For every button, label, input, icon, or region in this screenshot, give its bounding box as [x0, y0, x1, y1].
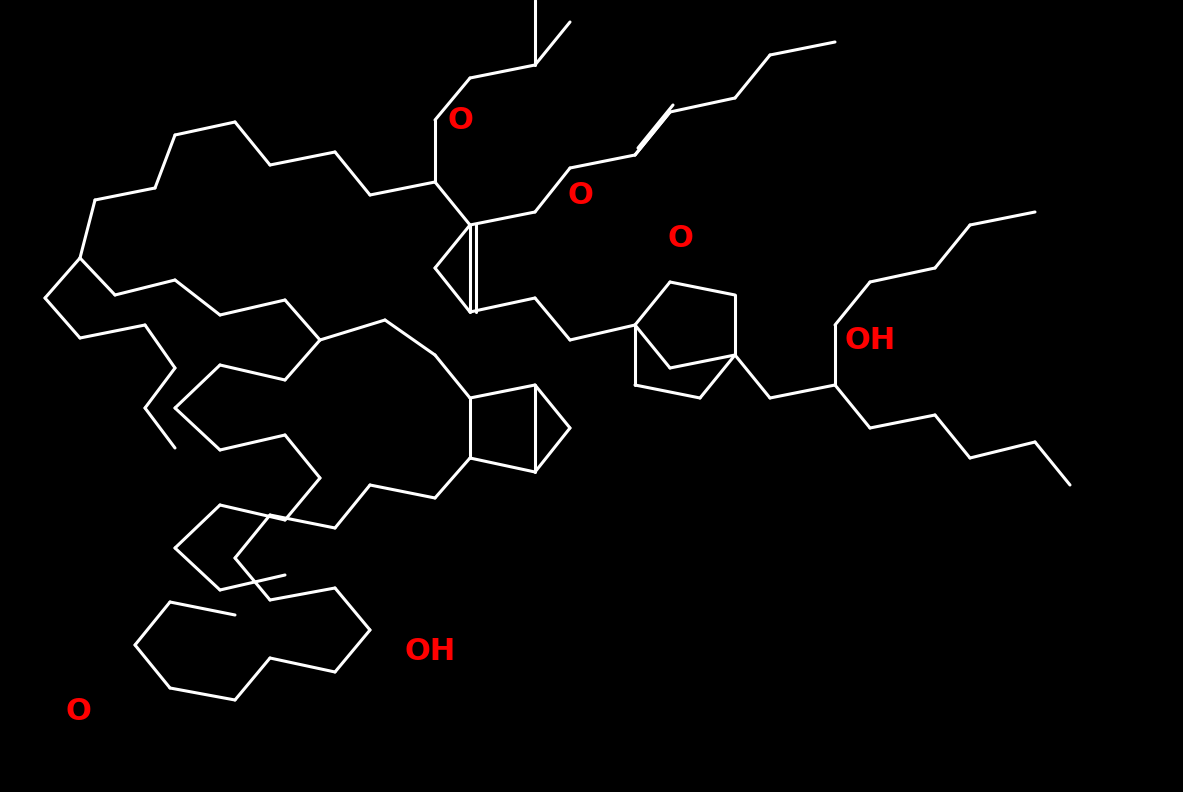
Text: O: O [567, 181, 593, 210]
Text: O: O [65, 698, 91, 726]
Text: OH: OH [845, 326, 897, 355]
Text: OH: OH [405, 638, 455, 667]
Text: O: O [667, 223, 693, 253]
Text: O: O [447, 105, 473, 135]
